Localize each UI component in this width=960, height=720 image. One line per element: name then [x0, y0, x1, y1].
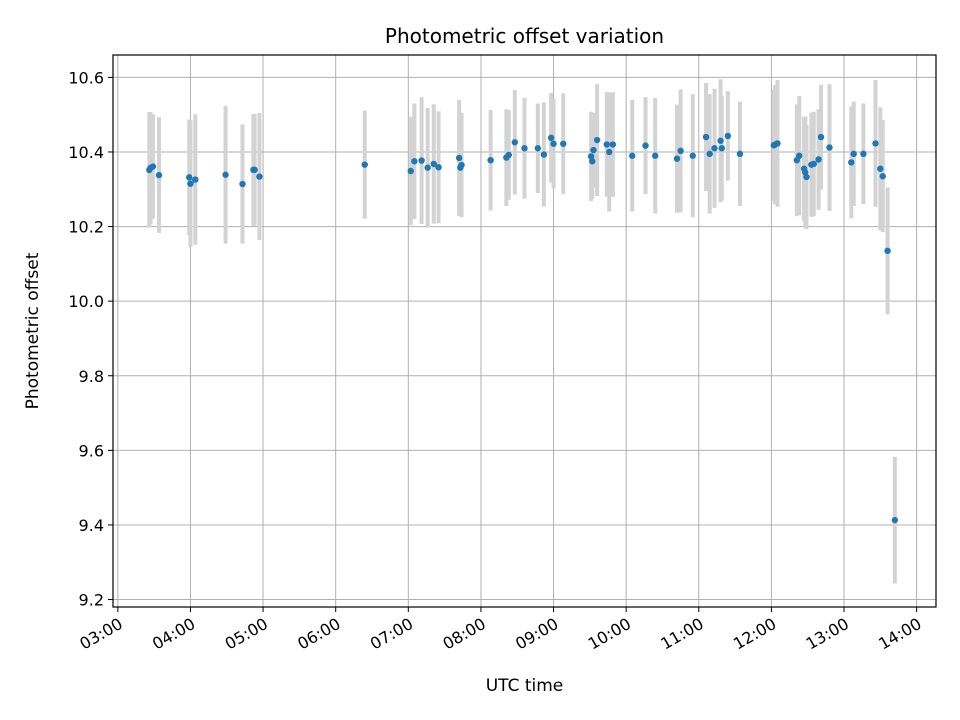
data-point: [192, 176, 199, 183]
data-point: [511, 139, 519, 146]
data-point: [560, 140, 567, 147]
data-point: [718, 145, 725, 152]
data-point: [550, 140, 557, 147]
y-tick-label: 9.2: [79, 591, 104, 610]
data-point: [815, 156, 822, 163]
y-axis: 9.2 9.4 9.6 9.8 10.0 10.2 10.4 10.6: [68, 68, 113, 610]
data-point: [702, 133, 710, 141]
data-point: [534, 145, 542, 152]
data-point: [891, 516, 899, 524]
data-point: [251, 166, 258, 174]
data-point: [848, 159, 855, 166]
data-point: [673, 155, 681, 162]
plot-area-frame: [112, 54, 937, 608]
data-point: [593, 136, 601, 144]
data-point: [642, 142, 649, 149]
data-point: [590, 146, 597, 154]
data-point: [652, 152, 659, 159]
data-point: [860, 150, 867, 158]
x-axis-label: UTC time: [486, 676, 564, 696]
y-axis-label: Photometric offset: [23, 252, 43, 409]
data-point: [435, 164, 442, 171]
data-point: [540, 151, 548, 158]
data-point: [458, 161, 465, 169]
data-point: [455, 154, 463, 162]
data-point: [724, 132, 732, 140]
data-point: [430, 160, 437, 168]
data-point: [796, 152, 803, 159]
data-point: [411, 158, 418, 165]
data-point: [689, 152, 696, 159]
data-point: [155, 171, 163, 179]
data-point: [677, 147, 684, 155]
data-point: [603, 141, 610, 148]
data-point: [817, 133, 825, 141]
data-point: [547, 134, 555, 141]
data-point: [850, 150, 857, 158]
data-point: [239, 180, 246, 188]
data-point: [717, 137, 724, 144]
data-point: [361, 161, 368, 168]
data-point: [629, 152, 636, 159]
y-tick-label: 10.0: [68, 292, 104, 311]
data-point: [606, 148, 613, 156]
data-point: [877, 165, 884, 172]
data-point: [418, 157, 425, 164]
y-tick-label: 10.6: [68, 68, 104, 87]
data-point: [803, 173, 810, 181]
data-point: [587, 153, 595, 160]
data-points: [146, 132, 899, 524]
y-tick-label: 10.2: [68, 218, 104, 237]
data-point: [736, 150, 744, 158]
data-point: [609, 141, 617, 148]
data-point: [706, 150, 713, 158]
data-point: [222, 171, 229, 178]
data-point: [879, 173, 886, 180]
data-point: [589, 158, 596, 165]
data-point: [826, 144, 833, 151]
y-tick-label: 10.4: [68, 143, 104, 162]
data-point: [487, 156, 494, 164]
data-point: [505, 151, 512, 159]
data-point: [521, 145, 528, 152]
data-point: [810, 160, 817, 168]
data-point: [186, 174, 193, 181]
y-tick-label: 9.4: [79, 516, 104, 535]
data-point: [149, 163, 157, 170]
data-point: [256, 173, 263, 180]
data-point: [187, 180, 194, 187]
chart-title: Photometric offset variation: [385, 24, 664, 48]
y-tick-label: 9.8: [79, 367, 104, 386]
data-point: [872, 140, 879, 147]
data-point: [884, 247, 891, 255]
data-point: [774, 140, 781, 147]
data-point: [424, 164, 431, 171]
data-point: [407, 167, 414, 175]
data-point: [711, 145, 718, 152]
grid: [113, 55, 936, 607]
y-tick-label: 9.6: [79, 441, 104, 460]
